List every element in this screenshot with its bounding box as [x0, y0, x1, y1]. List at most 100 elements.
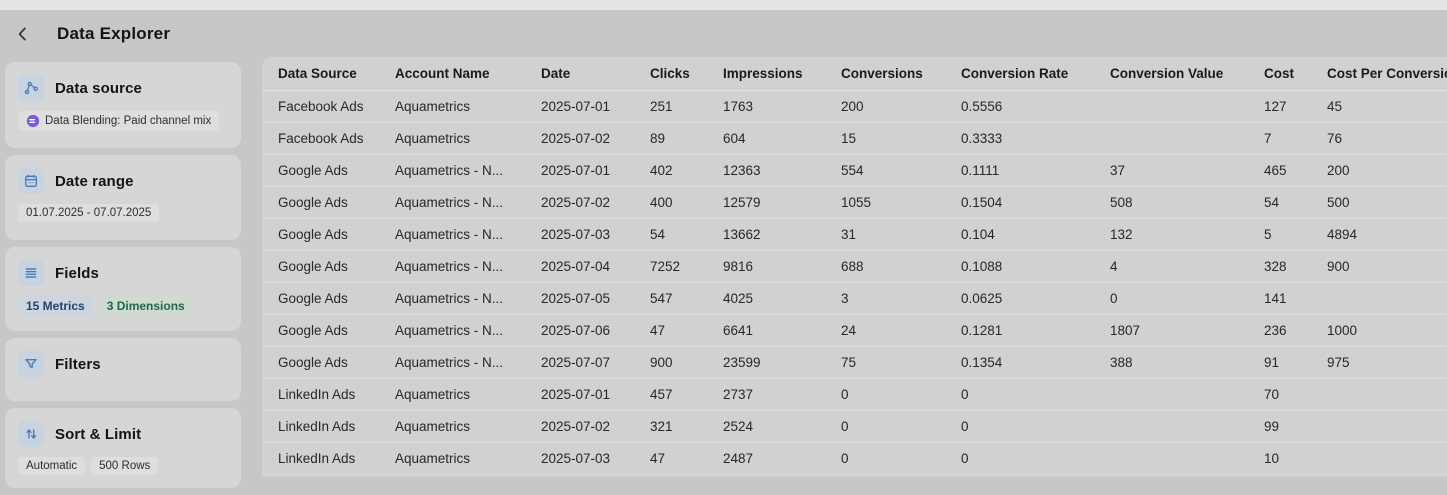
sort-limit-card[interactable]: Sort & Limit Automatic 500 Rows: [5, 408, 241, 488]
fields-card[interactable]: Fields 15 Metrics 3 Dimensions: [5, 247, 241, 331]
table-cell: [1110, 122, 1264, 155]
column-header: Conversion Rate: [961, 57, 1110, 91]
column-header: Cost Per Conversion: [1327, 57, 1447, 91]
table-cell: 0.3333: [961, 122, 1110, 155]
table-row: LinkedIn Ads Aquametrics 2025-07-03 47 2487 0…: [262, 442, 1447, 475]
row-limit-badge: 500 Rows: [91, 457, 159, 475]
data-blending-badge: Data Blending: Paid channel mix: [18, 111, 220, 131]
table-cell: [1110, 378, 1264, 411]
table-cell: 54: [1264, 186, 1327, 219]
table-cell: Aquametrics - N...: [395, 282, 541, 315]
table-cell: 0: [961, 410, 1110, 443]
column-header: Account Name: [395, 57, 541, 91]
table-cell: 1055: [841, 186, 961, 219]
table-row: Facebook Ads Aquametrics 2025-07-01 251 1763…: [262, 90, 1447, 123]
table-cell: 0: [841, 378, 961, 411]
table-cell: [1110, 442, 1264, 475]
table-cell: 200: [841, 90, 961, 123]
table-cell: 4025: [723, 282, 841, 315]
filters-card[interactable]: Filters: [5, 338, 241, 401]
card-title: Data source: [55, 79, 142, 97]
table-cell: LinkedIn Ads: [262, 410, 395, 443]
table-cell: 99: [1264, 410, 1327, 443]
table-cell: 0.1354: [961, 346, 1110, 379]
card-title: Fields: [55, 264, 99, 282]
table-cell: 0.1504: [961, 186, 1110, 219]
table-cell: 1000: [1327, 314, 1447, 347]
table-cell: 12579: [723, 186, 841, 219]
table-cell: Aquametrics - N...: [395, 218, 541, 251]
table-cell: 0.1088: [961, 250, 1110, 283]
table-cell: Aquametrics - N...: [395, 346, 541, 379]
table-cell: 75: [841, 346, 961, 379]
table-cell: 54: [650, 218, 723, 251]
table-cell: Google Ads: [262, 282, 395, 315]
blend-icon: [26, 114, 40, 128]
card-title: Date range: [55, 172, 134, 190]
table-cell: 0.5556: [961, 90, 1110, 123]
table-cell: 47: [650, 314, 723, 347]
table-cell: 31: [841, 218, 961, 251]
table-cell: 12363: [723, 154, 841, 187]
table-cell: 200: [1327, 154, 1447, 187]
table-cell: 132: [1110, 218, 1264, 251]
table-cell: Aquametrics - N...: [395, 154, 541, 187]
table-cell: 24: [841, 314, 961, 347]
table-cell: [1327, 442, 1447, 475]
sort-arrows-icon: [18, 421, 44, 447]
table-cell: Aquametrics: [395, 442, 541, 475]
table-cell: Google Ads: [262, 346, 395, 379]
table-row: LinkedIn Ads Aquametrics 2025-07-02 321 2524…: [262, 410, 1447, 443]
table-cell: 2025-07-07: [541, 346, 650, 379]
table-cell: 70: [1264, 378, 1327, 411]
date-range-card[interactable]: Date range 01.07.2025 - 07.07.2025: [5, 155, 241, 240]
data-preview-table: Data Source Account Name Date Clicks Impress…: [262, 57, 1447, 475]
table-cell: 76: [1327, 122, 1447, 155]
column-header: Conversions: [841, 57, 961, 91]
table-row: Google Ads Aquametrics - N... 2025-07-06 47…: [262, 314, 1447, 347]
table-cell: 7: [1264, 122, 1327, 155]
table-cell: 127: [1264, 90, 1327, 123]
table-cell: 508: [1110, 186, 1264, 219]
table-cell: 900: [650, 346, 723, 379]
table-cell: 3: [841, 282, 961, 315]
table-cell: Facebook Ads: [262, 122, 395, 155]
table-row: Google Ads Aquametrics - N... 2025-07-07 90…: [262, 346, 1447, 379]
table-cell: Aquametrics: [395, 122, 541, 155]
table-cell: 604: [723, 122, 841, 155]
top-strip: [0, 0, 1447, 10]
column-header: Impressions: [723, 57, 841, 91]
table-cell: 2025-07-01: [541, 154, 650, 187]
data-source-card[interactable]: Data source Data Blending: Paid channel …: [5, 62, 241, 148]
table-cell: 688: [841, 250, 961, 283]
table-cell: 388: [1110, 346, 1264, 379]
column-header: Cost: [1264, 57, 1327, 91]
table-cell: 23599: [723, 346, 841, 379]
table-row: Google Ads Aquametrics - N... 2025-07-05 54…: [262, 282, 1447, 315]
table-cell: Aquametrics: [395, 410, 541, 443]
table-cell: 2737: [723, 378, 841, 411]
table-cell: 6641: [723, 314, 841, 347]
table-cell: Aquametrics: [395, 378, 541, 411]
table-row: Google Ads Aquametrics - N... 2025-07-01 40…: [262, 154, 1447, 187]
table-cell: [1110, 410, 1264, 443]
table-cell: 400: [650, 186, 723, 219]
table-cell: 251: [650, 90, 723, 123]
table-cell: 4894: [1327, 218, 1447, 251]
table-cell: 47: [650, 442, 723, 475]
table-cell: Aquametrics - N...: [395, 250, 541, 283]
table-cell: 2025-07-02: [541, 186, 650, 219]
table-cell: [1110, 90, 1264, 123]
back-button[interactable]: [8, 19, 38, 49]
chevron-left-icon: [14, 25, 32, 43]
table-cell: 457: [650, 378, 723, 411]
table-cell: 2025-07-05: [541, 282, 650, 315]
table-cell: 500: [1327, 186, 1447, 219]
table-cell: Google Ads: [262, 218, 395, 251]
table-cell: 328: [1264, 250, 1327, 283]
date-range-badge: 01.07.2025 - 07.07.2025: [18, 204, 160, 222]
table-header-row: Data Source Account Name Date Clicks Impress…: [262, 57, 1447, 91]
table-cell: 2025-07-02: [541, 122, 650, 155]
table-cell: 1807: [1110, 314, 1264, 347]
branch-icon: [18, 75, 44, 101]
